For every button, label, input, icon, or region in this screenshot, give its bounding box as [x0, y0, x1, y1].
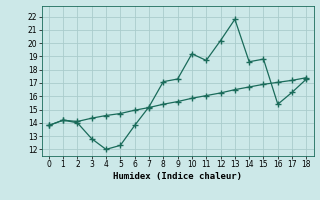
- X-axis label: Humidex (Indice chaleur): Humidex (Indice chaleur): [113, 172, 242, 181]
